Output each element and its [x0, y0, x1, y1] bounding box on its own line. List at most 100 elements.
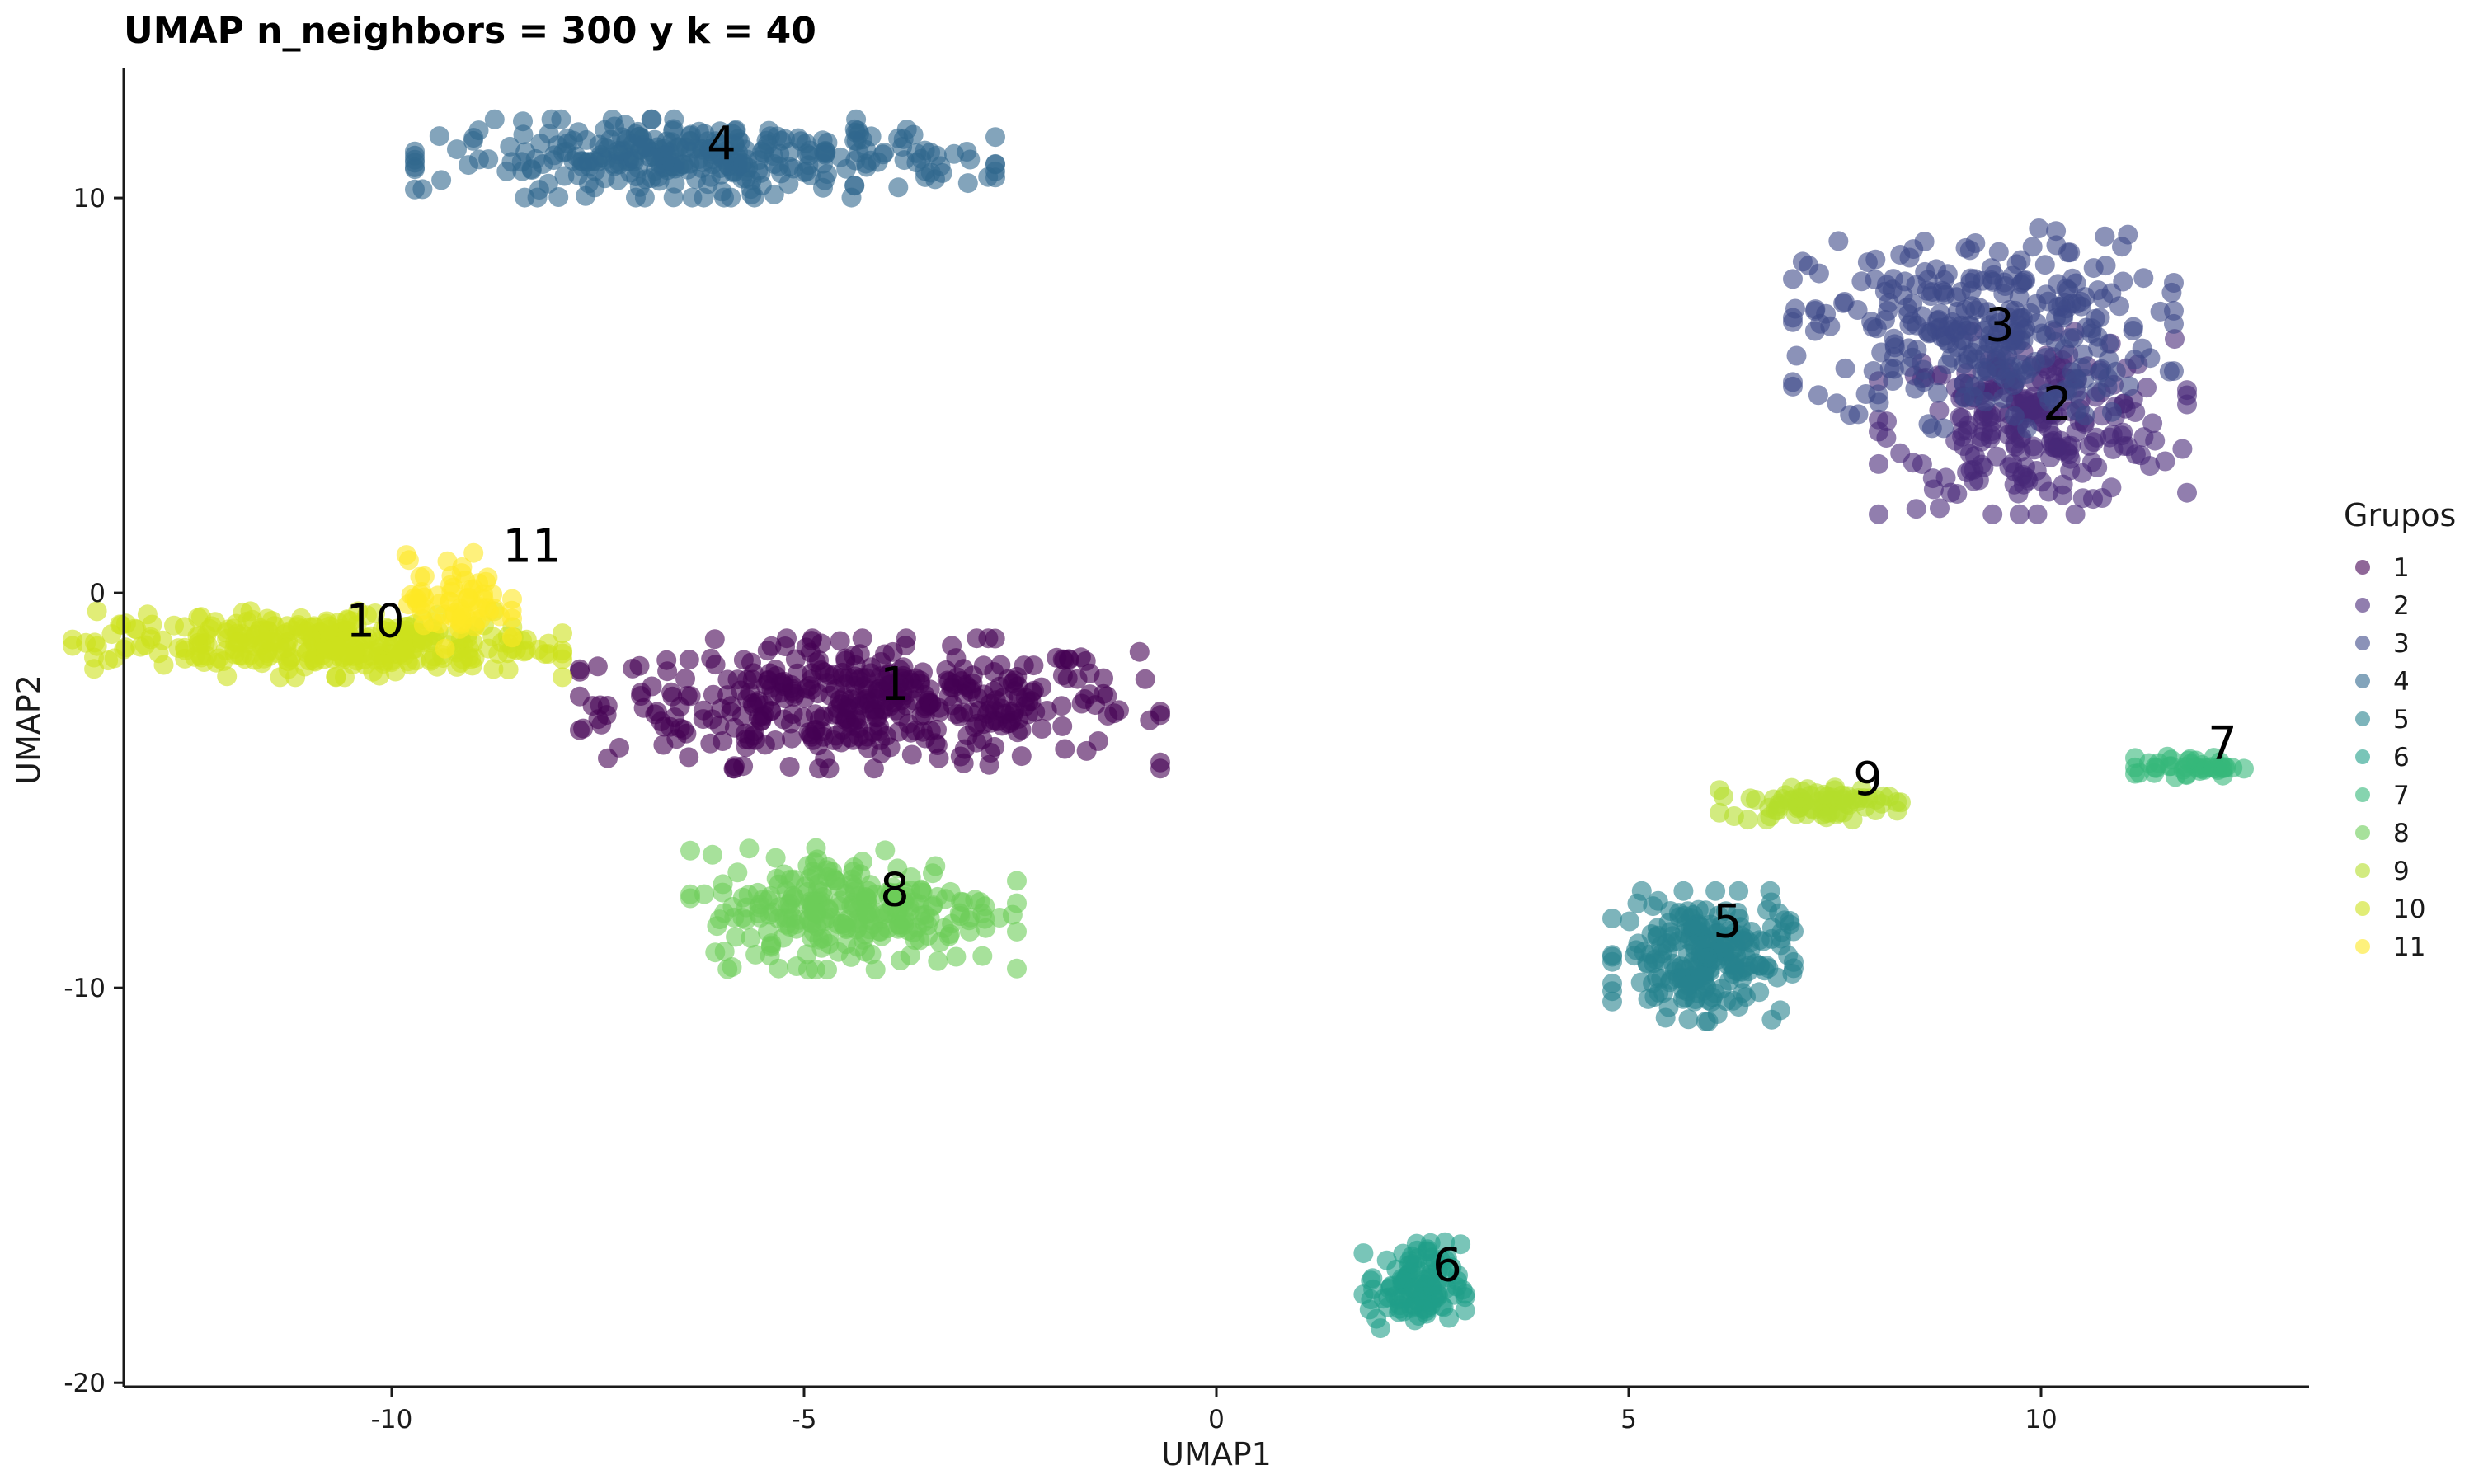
data-point — [778, 174, 799, 195]
data-point — [2140, 456, 2160, 477]
data-point — [679, 650, 699, 670]
data-point — [1009, 688, 1029, 708]
data-point — [787, 956, 807, 976]
data-point — [571, 151, 591, 171]
data-point — [656, 145, 676, 166]
data-point — [802, 726, 822, 747]
data-point — [544, 145, 564, 166]
data-point — [529, 639, 548, 660]
data-point — [880, 737, 901, 758]
data-point — [920, 679, 940, 700]
data-point — [813, 706, 834, 726]
data-point — [421, 649, 441, 669]
data-point — [1683, 917, 1704, 937]
data-point — [957, 142, 977, 162]
data-point — [87, 601, 107, 622]
data-point — [2067, 401, 2087, 421]
data-point — [1667, 931, 1688, 951]
y-tick-label: -20 — [63, 1369, 106, 1398]
data-point — [679, 747, 699, 768]
data-point — [1783, 269, 1803, 289]
data-point — [718, 155, 739, 176]
data-point — [1869, 504, 1888, 524]
data-point — [817, 673, 837, 693]
data-point — [395, 617, 416, 636]
data-point — [1808, 263, 1829, 284]
data-point — [1643, 896, 1663, 917]
data-point — [928, 951, 948, 971]
data-point — [1945, 430, 1966, 451]
data-point — [844, 857, 864, 877]
data-point — [985, 127, 1005, 148]
data-point — [527, 187, 548, 208]
legend-swatch-3 — [2355, 636, 2370, 650]
data-point — [1808, 385, 1828, 406]
data-point — [1783, 376, 1803, 397]
data-point — [1964, 446, 1985, 467]
data-point — [744, 187, 764, 208]
data-point — [2159, 361, 2180, 382]
data-point — [2043, 320, 2063, 340]
data-point — [2087, 458, 2108, 477]
data-point — [498, 660, 519, 679]
data-point — [1906, 499, 1926, 519]
data-point — [343, 646, 364, 666]
data-point — [115, 613, 136, 634]
data-point — [1729, 881, 1749, 901]
data-point — [1865, 269, 1885, 289]
data-point — [1960, 268, 1981, 289]
data-point — [447, 139, 467, 160]
data-point — [1037, 701, 1057, 721]
data-point — [1052, 716, 1073, 736]
data-point — [946, 704, 967, 725]
data-point — [765, 848, 786, 868]
data-point — [1007, 921, 1027, 942]
legend-items: 1 2 3 4 5 6 7 8 9 10 11 — [2355, 553, 2425, 962]
legend-label-4: 4 — [2393, 667, 2410, 697]
data-point — [739, 838, 760, 859]
data-point — [587, 656, 608, 677]
data-point — [1641, 924, 1662, 944]
data-point — [1903, 453, 1923, 473]
data-point — [2053, 485, 2073, 505]
data-point — [1740, 788, 1761, 809]
data-point — [502, 627, 522, 648]
data-point — [2133, 427, 2154, 448]
data-point — [749, 897, 769, 918]
series-group-4 — [405, 109, 1005, 208]
data-point — [398, 550, 419, 571]
data-point — [704, 629, 725, 650]
data-point — [1861, 312, 1882, 332]
legend-label-7: 7 — [2393, 781, 2410, 810]
data-point — [910, 894, 930, 914]
data-point — [844, 877, 865, 898]
legend-label-3: 3 — [2393, 629, 2410, 659]
data-point — [1710, 780, 1729, 801]
cluster-label-7: 7 — [2208, 717, 2237, 771]
data-point — [815, 170, 835, 190]
data-point — [459, 155, 478, 176]
data-point — [2177, 482, 2197, 503]
data-point — [733, 650, 754, 670]
data-point — [2095, 226, 2115, 247]
series-group-3 — [1783, 218, 2184, 439]
data-point — [2032, 412, 2053, 433]
legend-swatch-1 — [2355, 560, 2370, 575]
data-point — [733, 153, 754, 174]
data-point — [2086, 381, 2107, 402]
cluster-label-4: 4 — [707, 117, 736, 171]
data-point — [2164, 273, 2184, 293]
data-point — [188, 608, 209, 628]
data-point — [1883, 269, 1903, 289]
legend-swatch-5 — [2355, 711, 2370, 726]
data-point — [414, 566, 435, 586]
data-point — [538, 173, 558, 194]
data-point — [1097, 686, 1117, 707]
data-point — [2155, 451, 2175, 472]
data-point — [680, 888, 700, 909]
data-point — [2064, 368, 2085, 388]
data-point — [1437, 1248, 1457, 1269]
data-point — [2140, 348, 2161, 369]
data-point — [451, 563, 472, 584]
data-point — [2072, 488, 2093, 509]
